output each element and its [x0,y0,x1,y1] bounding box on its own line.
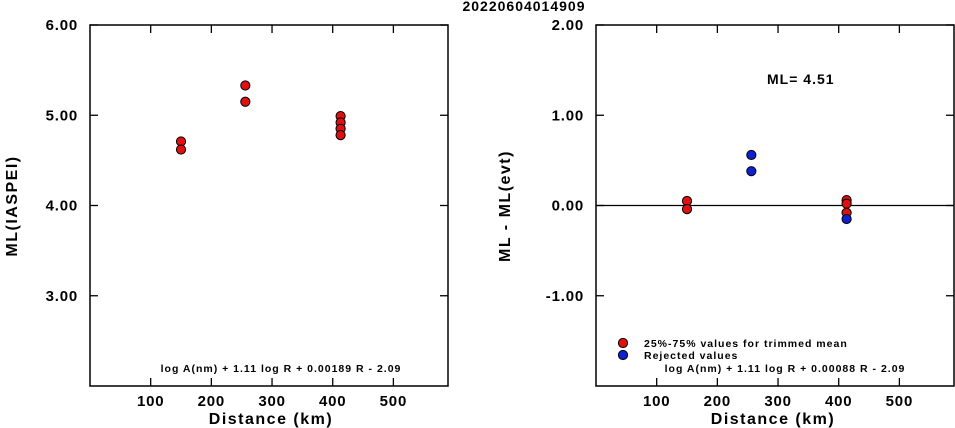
left-x-tick-label: 100 [137,393,164,410]
right-y-tick-label: 0.00 [552,198,584,215]
right-panel: 2.00 1.00 0.00 -1.00 100 200 300 400 500 ML= 4.… [497,17,955,428]
right-x-tick-label: 100 [643,393,670,410]
right-x-axis-label: Distance (km) [711,411,835,428]
left-points [175,80,346,155]
right-x-tick-label: 400 [825,393,852,410]
right-data-point [841,198,852,209]
right-y-tick-label: 2.00 [552,17,584,34]
right-x-tick-label: 500 [886,393,913,410]
right-formula: log A(nm) + 1.11 log R + 0.00088 R - 2.0… [665,363,906,375]
right-data-point [841,213,852,225]
left-formula: log A(nm) + 1.11 log R + 0.00189 R - 2.0… [161,363,402,375]
right-data-point [746,149,757,161]
legend-label: 25%-75% values for trimmed mean [644,338,848,350]
left-y-ticks: 6.00 5.00 4.00 3.00 [46,17,448,305]
right-y-ticks: 2.00 1.00 0.00 -1.00 [546,17,954,305]
right-data-point [681,204,693,215]
right-points [681,149,852,225]
left-x-tick-label: 300 [258,393,285,410]
right-x-tick-label: 300 [764,393,791,410]
right-y-tick-label: -1.00 [546,288,584,305]
legend-marker [617,337,629,349]
left-data-point [335,130,346,141]
left-y-tick-label: 3.00 [46,288,78,305]
right-x-ticks: 100 200 300 400 500 [643,25,913,410]
right-y-axis-label: ML - ML(evt) [497,150,514,262]
legend: 25%-75% values for trimmed meanRejected … [617,337,848,362]
left-plot-frame [89,24,449,387]
left-x-axis-label: Distance (km) [209,411,333,428]
left-x-tick-label: 500 [380,393,407,410]
legend-label: Rejected values [644,350,738,362]
figure-title: 20220604014909 [462,0,585,14]
left-panel: 6.00 5.00 4.00 3.00 100 200 300 400 500 Distanc… [4,17,449,428]
left-x-ticks: 100 200 300 400 500 [137,25,407,410]
left-y-tick-label: 6.00 [46,17,78,34]
legend-marker [617,349,629,361]
right-y-tick-label: 1.00 [552,107,584,124]
left-y-tick-label: 5.00 [46,107,78,124]
left-data-point [240,80,251,91]
left-data-point [175,144,187,155]
right-data-point [746,166,757,177]
left-x-tick-label: 400 [319,393,346,410]
left-y-axis-label: ML(IASPEI) [4,155,21,256]
ml-value-label: ML= 4.51 [767,71,835,87]
right-x-tick-label: 200 [704,393,731,410]
left-data-point [240,96,251,107]
left-x-tick-label: 200 [198,393,225,410]
left-y-tick-label: 4.00 [46,198,78,215]
